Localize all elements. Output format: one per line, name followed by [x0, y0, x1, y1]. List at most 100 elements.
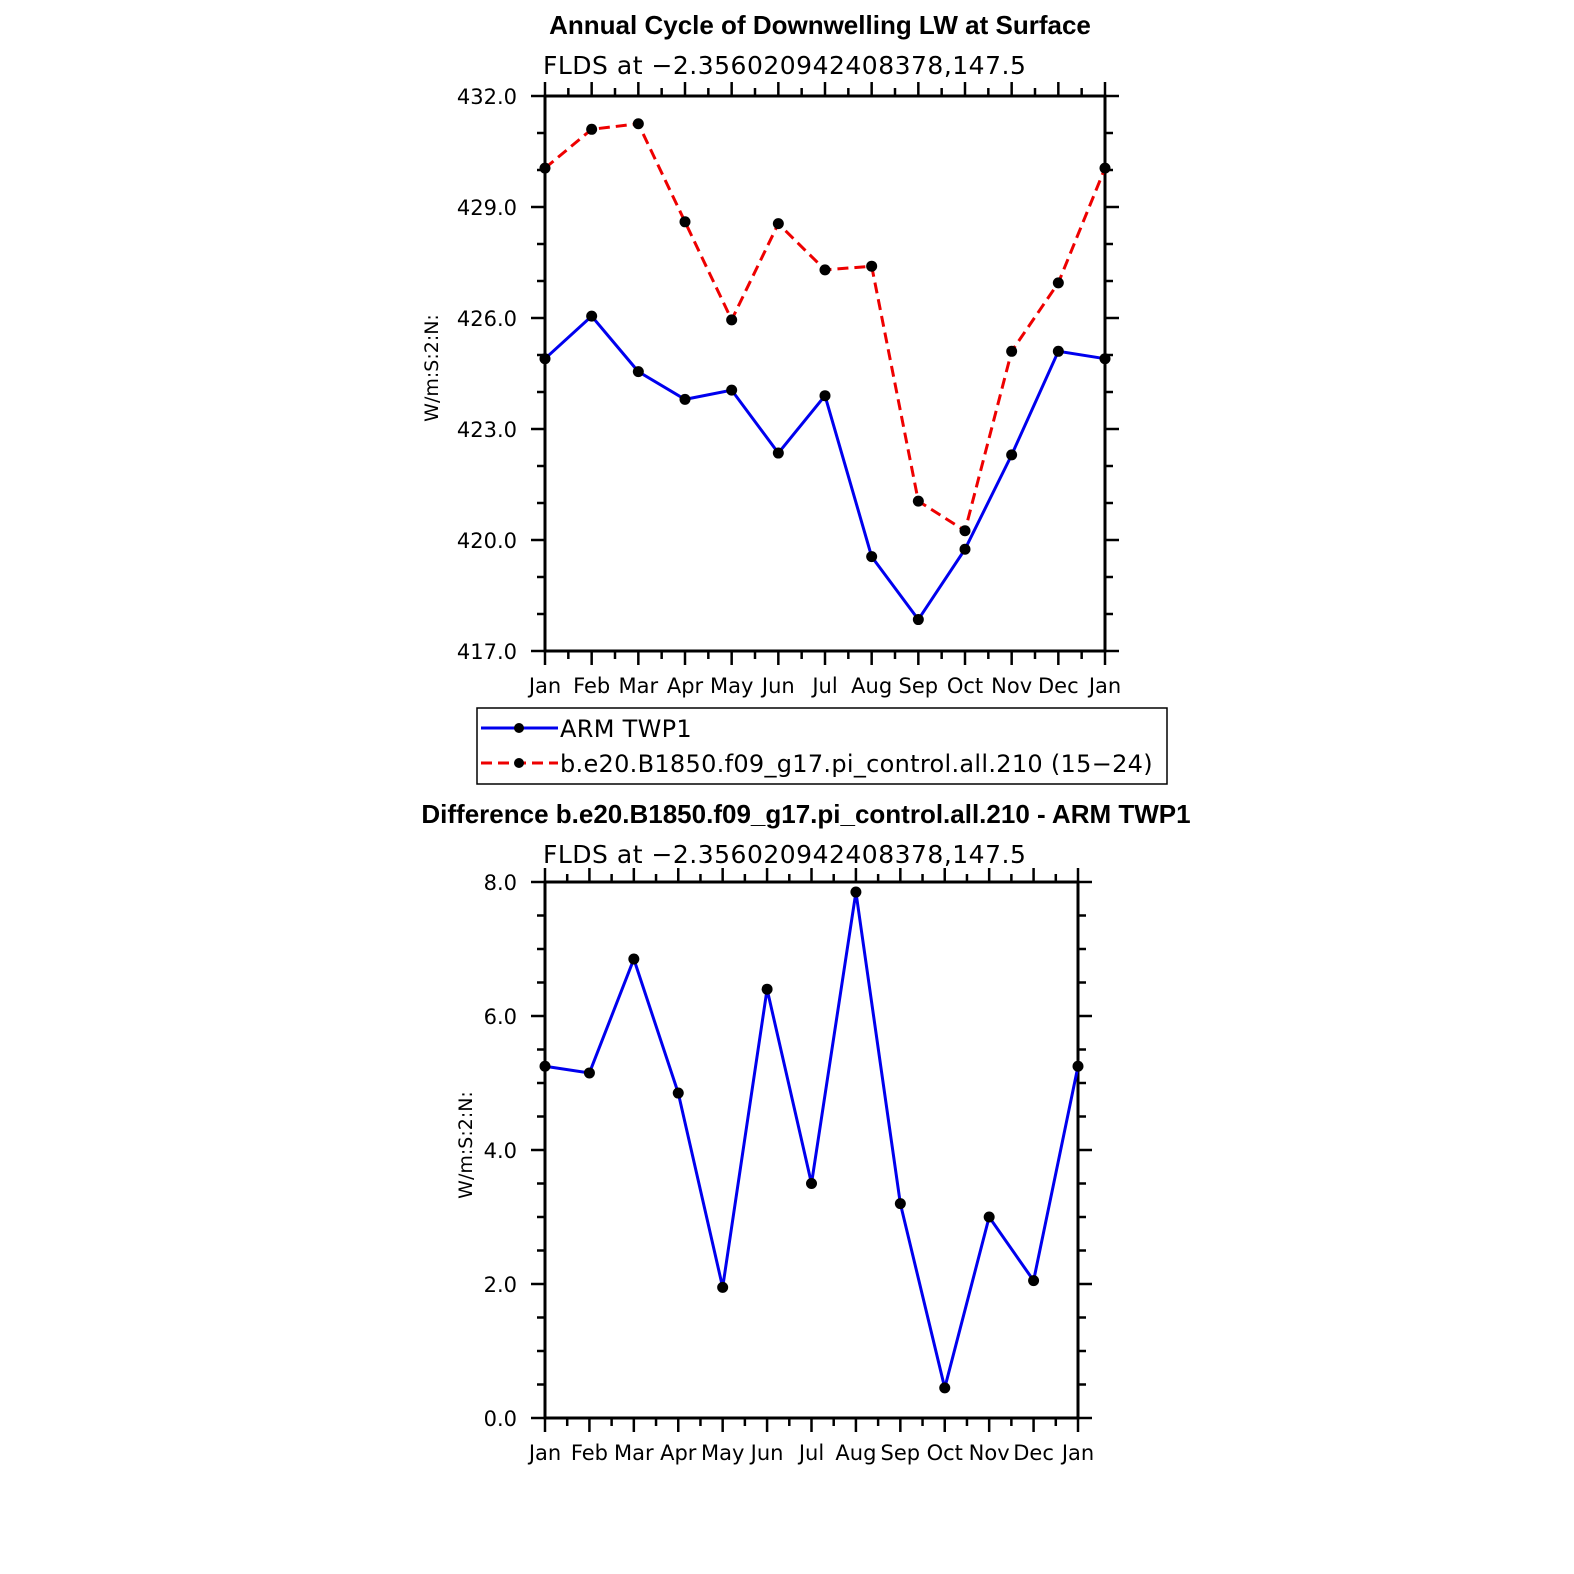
top-series-0-point — [679, 393, 691, 405]
top-series-1-point — [1006, 345, 1018, 357]
bottom-x-tick-label: Aug — [835, 1441, 876, 1465]
bottom-x-tick-label: Jan — [1060, 1441, 1094, 1465]
bottom-y-tick-label: 4.0 — [484, 1139, 517, 1163]
bottom-series-0-point — [1072, 1060, 1084, 1072]
bottom-x-tick-label: Nov — [969, 1441, 1010, 1465]
top-series-1-point — [586, 123, 598, 135]
top-chart-subtitle: FLDS at −2.356020942408378,147.5 — [543, 51, 1026, 80]
legend-label-model: b.e20.B1850.f09_g17.pi_control.all.210 (… — [560, 750, 1153, 778]
top-series-1-point — [866, 260, 878, 272]
bottom-y-tick-label: 0.0 — [484, 1407, 517, 1431]
bottom-y-axis-label: W/m:S:2:N: — [455, 1091, 477, 1199]
top-x-tick-label: May — [710, 674, 753, 698]
top-series-1-point — [912, 495, 924, 507]
bottom-x-tick-label: Jun — [749, 1441, 784, 1465]
bottom-y-tick-label: 8.0 — [484, 871, 517, 895]
top-x-tick-label: Jan — [527, 674, 561, 698]
top-series-0-point — [912, 614, 924, 626]
bottom-series-0-point — [672, 1087, 684, 1099]
top-plot-series — [539, 118, 1111, 626]
top-y-tick-label: 423.0 — [457, 418, 517, 442]
top-series-1-point — [819, 264, 831, 276]
bottom-x-tick-label: Feb — [571, 1441, 608, 1465]
top-x-tick-label: Jan — [1087, 674, 1121, 698]
top-series-0-point — [772, 447, 784, 459]
top-y-tick-label: 417.0 — [457, 640, 517, 664]
top-series-1-point — [726, 314, 738, 326]
top-chart-title: Annual Cycle of Downwelling LW at Surfac… — [549, 10, 1091, 40]
bottom-plot-frame — [543, 880, 1080, 1420]
top-series-1-point — [679, 216, 691, 228]
top-y-tick-label: 429.0 — [457, 196, 517, 220]
bottom-x-tick-label: Jan — [527, 1441, 561, 1465]
top-series-0-point — [959, 543, 971, 555]
bottom-x-tick-label: Jul — [797, 1441, 824, 1465]
bottom-series-0-point — [1028, 1275, 1040, 1287]
bottom-series-0-point — [983, 1211, 995, 1223]
top-series-0-point — [1052, 345, 1064, 357]
top-series-0-point — [539, 353, 551, 365]
top-panel: Annual Cycle of Downwelling LW at Surfac… — [421, 10, 1121, 698]
top-series-1-point — [632, 118, 644, 130]
top-series-1-point — [772, 218, 784, 230]
legend-marker-arm — [514, 723, 524, 733]
top-series-1-point — [539, 162, 551, 174]
bottom-y-tick-label: 2.0 — [484, 1273, 517, 1297]
top-series-0-point — [1006, 449, 1018, 461]
top-x-tick-label: Oct — [947, 674, 983, 698]
top-series-0-point — [586, 310, 598, 322]
bottom-series-0-point — [583, 1067, 595, 1079]
bottom-x-tick-label: Oct — [927, 1441, 963, 1465]
top-series-1-point — [1052, 277, 1064, 289]
bottom-series-0-point — [850, 886, 862, 898]
top-x-tick-label: Nov — [991, 674, 1032, 698]
bottom-axes: 0.0 2.0 4.0 6.0 8.0 Jan Feb Mar Apr May Jun Jul Aug S… — [484, 868, 1094, 1465]
top-series-0-point — [632, 366, 644, 378]
top-y-axis-label: W/m:S:2:N: — [421, 314, 443, 422]
bottom-y-tick-label: 6.0 — [484, 1005, 517, 1029]
bottom-panel: Difference b.e20.B1850.f09_g17.pi_contro… — [421, 799, 1190, 1465]
top-x-tick-label: Dec — [1038, 674, 1079, 698]
top-y-tick-label: 420.0 — [457, 529, 517, 553]
top-x-tick-label: Jun — [760, 674, 795, 698]
top-series-1-point — [1099, 162, 1111, 174]
legend-marker-model — [514, 758, 524, 768]
bottom-series-0-line — [544, 891, 1080, 1389]
legend-box — [476, 707, 1168, 785]
legend-label-arm: ARM TWP1 — [560, 715, 692, 743]
bottom-series-0-point — [894, 1198, 906, 1210]
top-series-1-point — [959, 525, 971, 537]
top-series-0-point — [726, 384, 738, 396]
bottom-plot-series — [539, 886, 1084, 1394]
top-y-tick-label: 432.0 — [457, 85, 517, 109]
bottom-series-0-point — [717, 1281, 729, 1293]
bottom-chart-subtitle: FLDS at −2.356020942408378,147.5 — [543, 840, 1026, 869]
bottom-x-tick-label: Dec — [1013, 1441, 1054, 1465]
top-series-0-point — [1099, 353, 1111, 365]
bottom-x-tick-label: Sep — [881, 1441, 921, 1465]
top-series-0-point — [819, 390, 831, 402]
bottom-x-tick-label: May — [701, 1441, 744, 1465]
top-x-tick-label: Feb — [573, 674, 610, 698]
bottom-series-0-point — [939, 1382, 951, 1394]
top-series-1-line — [544, 122, 1107, 534]
top-x-tick-label: Sep — [899, 674, 939, 698]
bottom-series-0-point — [806, 1178, 817, 1189]
legend: ARM TWP1 b.e20.B1850.f09_g17.pi_control.… — [476, 707, 1168, 785]
bottom-x-tick-label: Apr — [660, 1441, 697, 1465]
top-series-0-point — [866, 551, 878, 563]
top-x-tick-label: Mar — [619, 674, 659, 698]
top-x-tick-label: Aug — [851, 674, 892, 698]
top-y-tick-label: 426.0 — [457, 307, 517, 331]
bottom-series-0-point — [628, 953, 640, 965]
bottom-x-tick-label: Mar — [614, 1441, 654, 1465]
bottom-chart-title: Difference b.e20.B1850.f09_g17.pi_contro… — [421, 799, 1190, 829]
top-x-tick-label: Jul — [810, 674, 837, 698]
top-axes: 417.0 420.0 423.0 426.0 429.0 432.0 Jan Feb Mar A… — [457, 82, 1121, 698]
bottom-series-0-point — [761, 983, 773, 995]
top-x-tick-label: Apr — [667, 674, 704, 698]
top-series-0-line — [543, 313, 1106, 623]
top-plot-frame — [543, 94, 1107, 653]
bottom-series-0-point — [539, 1060, 551, 1072]
